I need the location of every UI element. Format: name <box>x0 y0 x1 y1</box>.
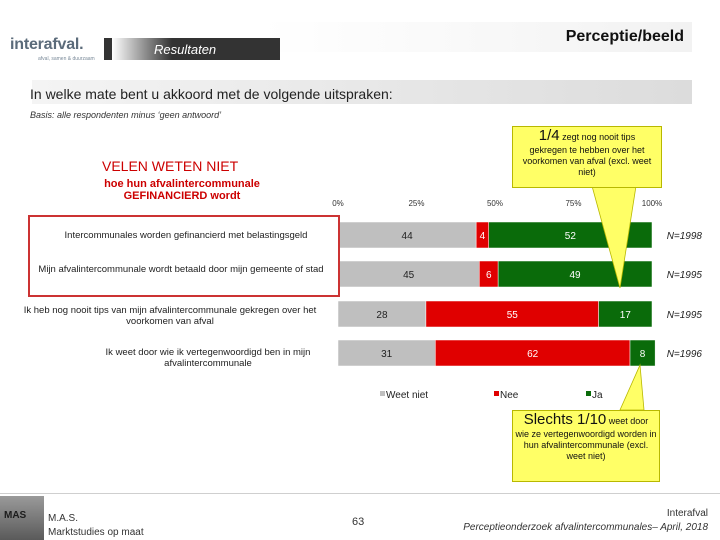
section-label: Resultaten <box>154 42 217 57</box>
financing-highlight-box <box>28 215 340 297</box>
bar-value-label: 55 <box>507 310 519 321</box>
bar-value-label: 62 <box>527 349 539 360</box>
bar-value-label: 52 <box>565 231 577 242</box>
footer-org: Interafval <box>666 508 708 519</box>
company-line2: Marktstudies op maat <box>48 527 144 538</box>
page-title: Perceptie/beeld <box>565 28 684 45</box>
bar-value-label: 4 <box>480 231 486 242</box>
callout-representation-pointer <box>619 363 645 411</box>
bar-weet-niet <box>337 260 480 288</box>
bar-ja <box>629 339 656 367</box>
bar-value-label: 28 <box>376 310 388 321</box>
logo-subtext: afval, samen & duurzaam <box>38 56 95 62</box>
bar-ja <box>497 260 653 288</box>
callout-representation-text1: weet door <box>606 416 649 426</box>
mas-logo: MAS <box>4 510 27 521</box>
bar-ja <box>598 300 653 328</box>
footer-divider <box>0 493 720 494</box>
x-tick-label: 0% <box>332 199 344 208</box>
mas-photo <box>0 496 44 540</box>
callout-tips-text1: zegt nog nooit tips <box>559 132 636 142</box>
company-line1: M.A.S. <box>48 513 79 524</box>
bar-value-label: 31 <box>381 349 393 360</box>
footer-study: Perceptieonderzoek afvalintercommunales–… <box>463 522 708 533</box>
legend-swatch <box>494 391 499 396</box>
bar-value-label: 6 <box>486 270 492 281</box>
title-banner <box>262 22 692 52</box>
bar-value-label: 44 <box>402 231 414 242</box>
basis-text: Basis: alle respondenten minus ‘geen ant… <box>30 110 222 120</box>
row-label-3: Ik heb nog nooit tips van mijn afvalinte… <box>23 305 317 327</box>
row-label-1: Intercommunales worden gefinancierd met … <box>64 230 308 241</box>
n-label: N=1996 <box>667 349 703 360</box>
question-bar <box>32 80 692 104</box>
bar-nee <box>425 300 599 328</box>
callout-representation-fraction: Slechts 1/10 <box>523 411 607 428</box>
x-tick-label: 100% <box>642 199 662 208</box>
emphasis-title: VELEN WETEN NIET <box>102 158 239 174</box>
callout-representation-text2: wie ze vertegenwoordigd worden in hun af… <box>515 429 657 461</box>
bar-value-label: 8 <box>640 349 646 360</box>
legend-label: Ja <box>592 390 603 401</box>
row-label-2: Mijn afvalintercommunale wordt betaald d… <box>38 264 324 275</box>
callout-tips-text2: gekregen te hebben over het voorkomen va… <box>522 145 652 177</box>
callout-tips: 1/4 zegt nog nooit tips gekregen te hebb… <box>512 126 662 188</box>
legend-label: Nee <box>500 390 519 401</box>
x-tick-label: 25% <box>408 199 424 208</box>
row-label-4: Ik weet door wie ik vertegenwoordigd ben… <box>105 347 311 369</box>
x-tick-label: 50% <box>487 199 503 208</box>
bar-value-label: 45 <box>403 270 415 281</box>
n-label: N=1995 <box>667 270 703 281</box>
bar-weet-niet <box>337 300 427 328</box>
emphasis-subtitle: hoe hun afvalintercommunale GEFINANCIERD… <box>104 178 260 202</box>
question-text: In welke mate bent u akkoord met de volg… <box>30 86 393 102</box>
bar-weet-niet <box>337 221 477 249</box>
section-banner-fade <box>112 38 172 60</box>
x-tick-label: 75% <box>565 199 581 208</box>
bar-value-label: 49 <box>570 270 582 281</box>
bar-value-label: 17 <box>620 310 632 321</box>
company-name: M.A.S. Marktstudies op maat <box>48 512 144 540</box>
callout-representation: Slechts 1/10 weet door wie ze vertegenwo… <box>512 410 660 482</box>
callout-tips-fraction: 1/4 <box>538 127 560 144</box>
bar-nee <box>435 339 631 367</box>
legend-label: Weet niet <box>386 390 428 401</box>
legend-swatch <box>380 391 385 396</box>
n-label: N=1998 <box>667 231 703 242</box>
legend-swatch <box>586 391 591 396</box>
logo-text: interafval. <box>10 36 84 53</box>
bar-weet-niet <box>337 339 436 367</box>
n-label: N=1995 <box>667 310 703 321</box>
page-number: 63 <box>352 516 365 528</box>
